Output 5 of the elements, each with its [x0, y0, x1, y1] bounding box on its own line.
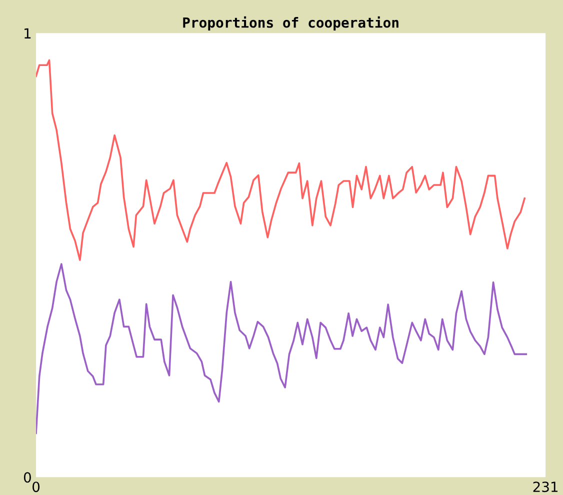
x-tick-label: 231 [533, 482, 558, 492]
y-tick-label: 1 [24, 28, 31, 38]
line-series [36, 263, 528, 434]
chart-title: Proportions of cooperation [183, 16, 398, 30]
line-series [36, 59, 526, 261]
